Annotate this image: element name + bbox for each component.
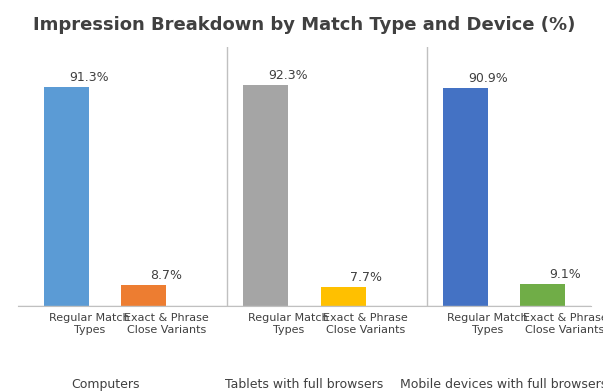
Text: Computers: Computers bbox=[71, 378, 139, 391]
Bar bbox=[244, 85, 288, 306]
Bar bbox=[520, 284, 565, 306]
Text: 8.7%: 8.7% bbox=[150, 269, 182, 282]
Text: 9.1%: 9.1% bbox=[549, 268, 581, 281]
Bar bbox=[121, 285, 166, 306]
Bar bbox=[321, 287, 365, 306]
Text: 91.3%: 91.3% bbox=[69, 71, 109, 84]
Title: Impression Breakdown by Match Type and Device (%): Impression Breakdown by Match Type and D… bbox=[33, 16, 576, 34]
Text: 7.7%: 7.7% bbox=[350, 271, 382, 285]
Text: 92.3%: 92.3% bbox=[268, 69, 308, 82]
Bar bbox=[443, 88, 488, 306]
Text: 90.9%: 90.9% bbox=[468, 72, 508, 85]
Text: Mobile devices with full browsers: Mobile devices with full browsers bbox=[400, 378, 603, 391]
Bar bbox=[44, 87, 89, 306]
Text: Tablets with full browsers: Tablets with full browsers bbox=[226, 378, 384, 391]
